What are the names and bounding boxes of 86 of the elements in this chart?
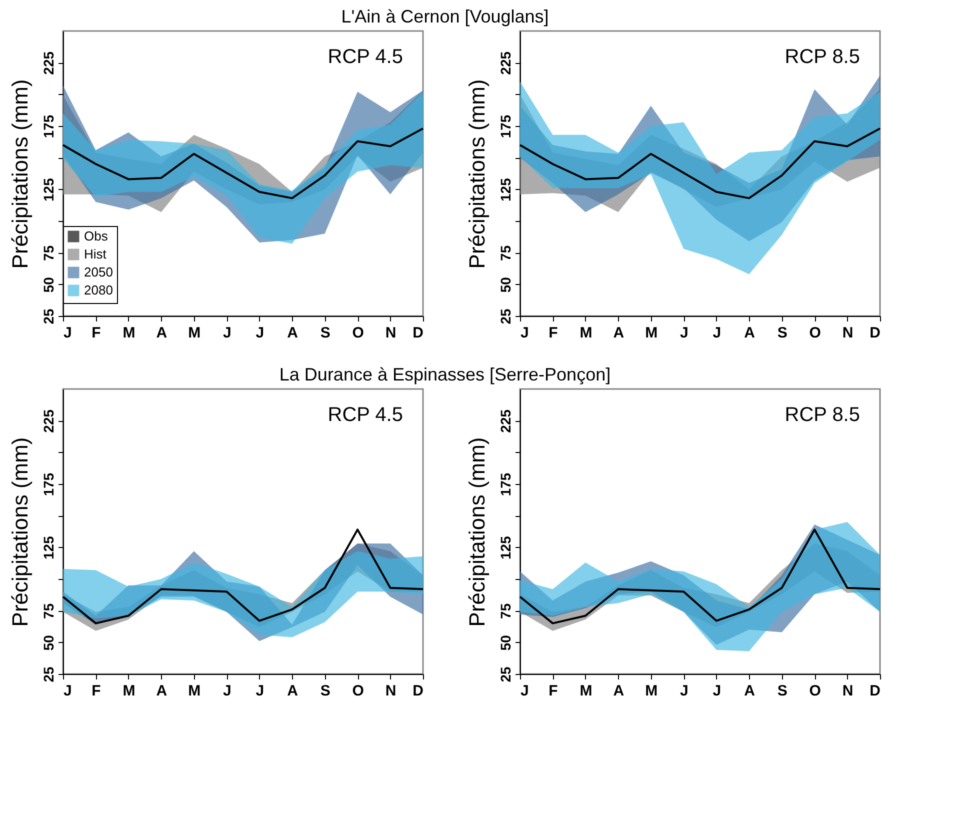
x-tick-label: O [809,324,822,342]
y-tick-label: 25 [498,666,514,682]
y-tick-label: 50 [498,276,514,293]
x-tick-label: J [64,682,72,700]
x-tick-label: F [548,682,558,700]
x-tick-label: F [548,324,558,342]
x-tick-label: J [680,324,688,342]
x-tick-label: J [520,324,529,342]
chart-title: L'Ain à Cernon [Vouglans] [341,6,549,26]
x-tick-label: S [777,682,788,700]
x-tick-label: O [352,324,364,342]
y-tick-label: 75 [498,603,514,619]
x-tick-label: S [320,324,330,342]
x-tick-label: D [412,324,424,342]
x-tick-label: J [222,324,232,342]
x-tick-label: O [809,682,822,700]
y-tick-label: 225 [498,409,514,433]
x-tick-label: F [92,682,101,700]
x-tick-label: D [870,682,881,700]
x-tick-label: F [92,324,101,342]
annotation: RCP 8.5 [784,46,860,68]
x-tick-label: N [842,324,854,342]
annotation: RCP 8.5 [784,404,860,426]
legend-label: Hist [84,246,107,262]
chart-title: La Durance à Espinasses [Serre-Ponçon] [279,364,611,384]
y-tick-label: 175 [40,114,56,138]
y-axis-title: Précipitations (mm) [464,437,490,627]
x-tick-label: S [320,682,330,700]
x-tick-label: J [256,682,264,700]
y-tick-label: 225 [40,51,56,75]
x-tick-label: A [156,682,168,700]
y-tick-label: 25 [498,308,514,324]
y-tick-label: 50 [40,634,56,651]
x-tick-label: N [842,682,854,700]
annotation: RCP 4.5 [328,404,403,426]
x-tick-label: A [156,324,168,342]
x-tick-label: J [222,682,232,700]
legend-label: 2080 [84,282,113,298]
y-tick-label: 50 [40,276,56,293]
x-tick-label: J [520,682,529,700]
legend-label: Obs [84,228,108,244]
y-tick-label: 125 [40,178,56,202]
x-tick-label: A [744,682,756,700]
x-tick-label: M [122,324,136,342]
y-tick-label: 125 [498,178,514,202]
x-tick-label: M [645,682,658,700]
y-tick-label: 75 [40,245,56,261]
x-tick-label: D [412,682,424,700]
x-tick-label: A [287,682,298,700]
x-tick-label: A [744,324,756,342]
y-tick-label: 175 [498,472,514,496]
x-tick-label: N [385,682,396,700]
x-tick-label: S [777,324,788,342]
y-tick-label: 125 [498,536,514,560]
x-tick-label: M [645,324,658,342]
y-tick-label: 225 [498,51,514,75]
y-tick-label: 25 [40,666,56,682]
y-tick-label: 225 [40,409,56,433]
x-tick-label: O [352,682,364,700]
legend-label: 2050 [84,264,113,280]
x-tick-label: M [580,682,592,700]
y-tick-label: 75 [40,603,56,619]
x-tick-label: D [870,324,881,342]
x-tick-label: M [188,324,201,342]
y-tick-label: 50 [498,634,514,651]
x-tick-label: A [287,324,298,342]
x-tick-label: M [188,682,201,700]
x-tick-label: M [580,324,592,342]
y-tick-label: 25 [40,308,56,324]
x-tick-label: N [385,324,396,342]
annotation: RCP 4.5 [328,46,403,68]
y-tick-label: 75 [498,245,514,261]
x-tick-label: J [64,324,72,342]
x-tick-label: J [712,682,722,700]
x-tick-label: M [122,682,136,700]
y-tick-label: 175 [40,472,56,496]
x-tick-label: J [712,324,722,342]
x-tick-label: A [613,682,624,700]
x-tick-label: J [680,682,688,700]
y-axis-title: Précipitations (mm) [8,437,32,627]
y-axis-title: Précipitations (mm) [8,79,32,269]
y-axis-title: Précipitations (mm) [464,79,490,269]
x-tick-label: J [256,324,264,342]
y-tick-label: 175 [498,114,514,138]
y-tick-label: 125 [40,536,56,560]
x-tick-label: A [613,324,624,342]
